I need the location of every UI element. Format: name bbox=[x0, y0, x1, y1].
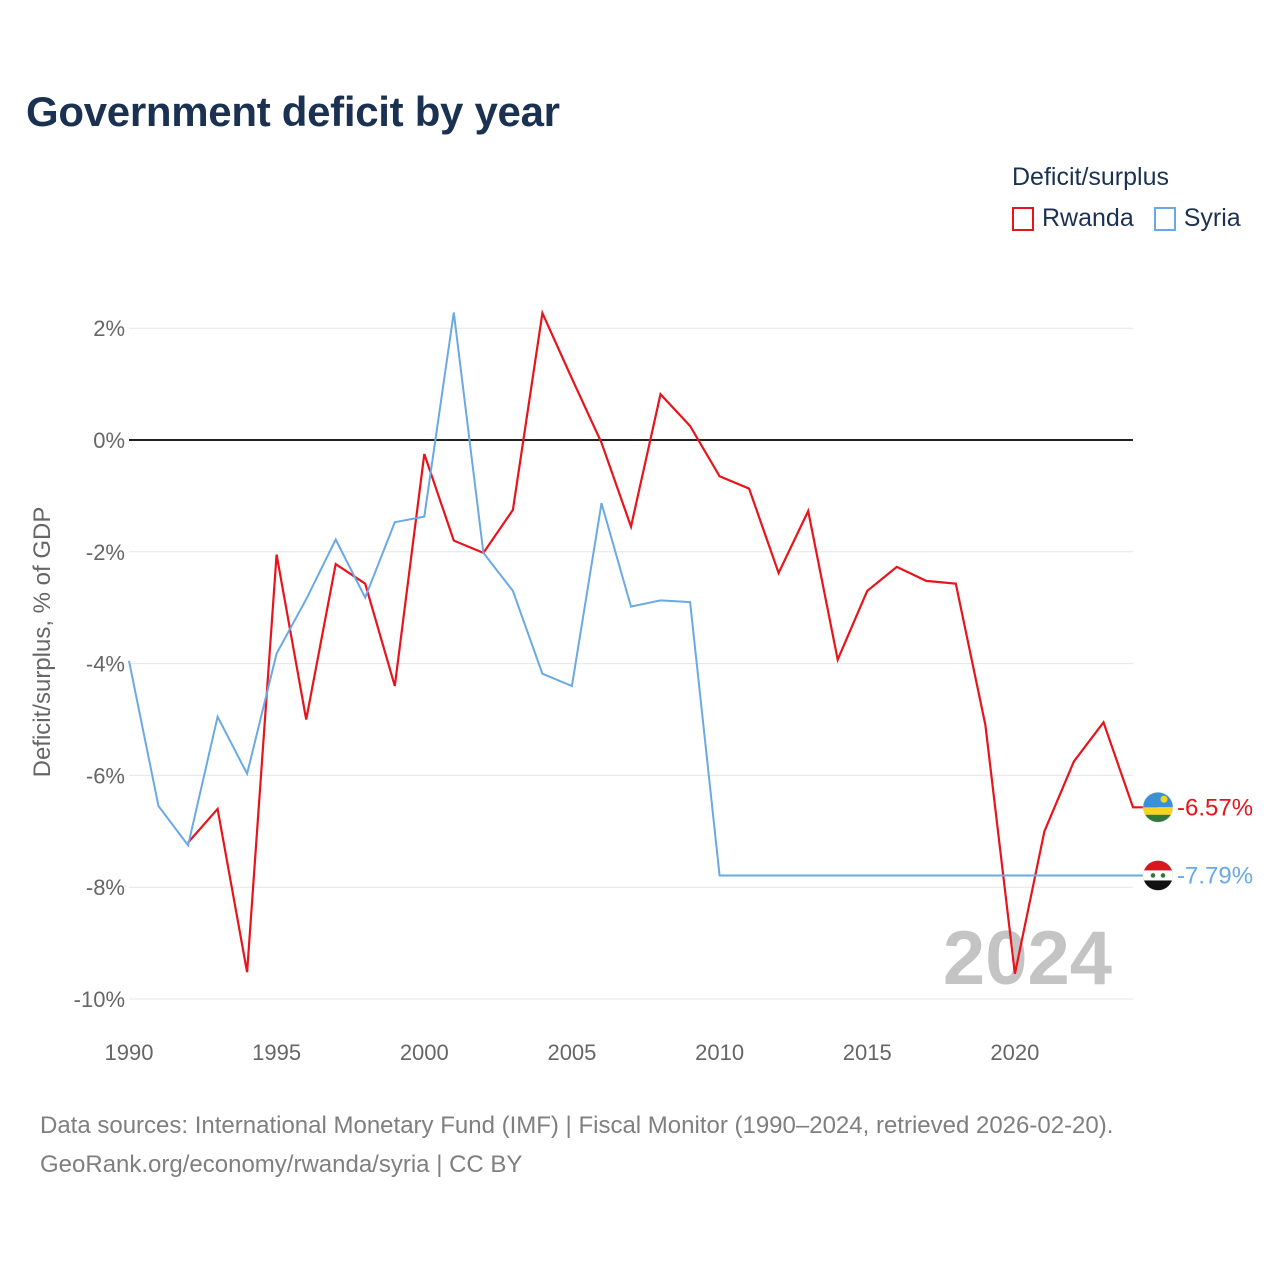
legend: Rwanda Syria bbox=[1012, 204, 1241, 233]
footer-source: Data sources: International Monetary Fun… bbox=[40, 1112, 1114, 1139]
chart-title: Government deficit by year bbox=[26, 88, 560, 135]
gridlines bbox=[129, 327, 1133, 1000]
flag-icon-syria bbox=[1142, 860, 1174, 891]
y-tick-label: -10% bbox=[74, 987, 125, 1012]
flag-icon-rwanda bbox=[1142, 792, 1174, 823]
legend-label-rwanda: Rwanda bbox=[1042, 204, 1134, 232]
x-tick-label: 2005 bbox=[547, 1040, 596, 1065]
y-tick-label: -6% bbox=[86, 763, 125, 788]
x-tick-label: 2010 bbox=[695, 1040, 744, 1065]
x-tick-label: 2000 bbox=[400, 1040, 449, 1065]
footer: Data sources: International Monetary Fun… bbox=[40, 1106, 1113, 1184]
x-tick-label: 1990 bbox=[105, 1040, 154, 1065]
legend-label-syria: Syria bbox=[1183, 204, 1241, 232]
y-tick-labels: 2% 0% -2% -4% -6% -8% -10% bbox=[74, 316, 125, 1012]
series-lines bbox=[128, 309, 1158, 975]
year-watermark: 2024 bbox=[943, 916, 1112, 1001]
end-label-rwanda: -6.57% bbox=[1177, 794, 1253, 821]
x-tick-label: 1995 bbox=[252, 1040, 301, 1065]
legend-title: Deficit/surplus bbox=[1012, 163, 1169, 191]
y-axis-title: Deficit/surplus, % of GDP bbox=[29, 507, 56, 778]
y-tick-label: -2% bbox=[86, 540, 125, 565]
x-tick-label: 2015 bbox=[843, 1040, 892, 1065]
series-line-syria[interactable] bbox=[128, 312, 1158, 877]
end-label-syria: -7.79% bbox=[1177, 862, 1253, 889]
series-line-rwanda[interactable] bbox=[187, 309, 1158, 975]
x-tick-label: 2020 bbox=[990, 1040, 1039, 1065]
legend-swatch-syria bbox=[1153, 206, 1176, 231]
y-tick-label: 2% bbox=[93, 316, 125, 341]
x-tick-labels: 1990 1995 2000 2005 2010 2015 2020 bbox=[105, 1040, 1040, 1065]
legend-swatch-rwanda bbox=[1012, 206, 1034, 231]
y-tick-label: 0% bbox=[93, 428, 125, 453]
y-tick-label: -4% bbox=[86, 652, 125, 677]
footer-link: GeoRank.org/economy/rwanda/syria | CC BY bbox=[40, 1151, 523, 1178]
end-markers: -6.57% -7.79% bbox=[1142, 792, 1253, 891]
legend-item-syria[interactable]: Syria bbox=[1153, 204, 1241, 233]
y-tick-label: -8% bbox=[86, 875, 125, 900]
legend-item-rwanda[interactable]: Rwanda bbox=[1012, 204, 1134, 233]
